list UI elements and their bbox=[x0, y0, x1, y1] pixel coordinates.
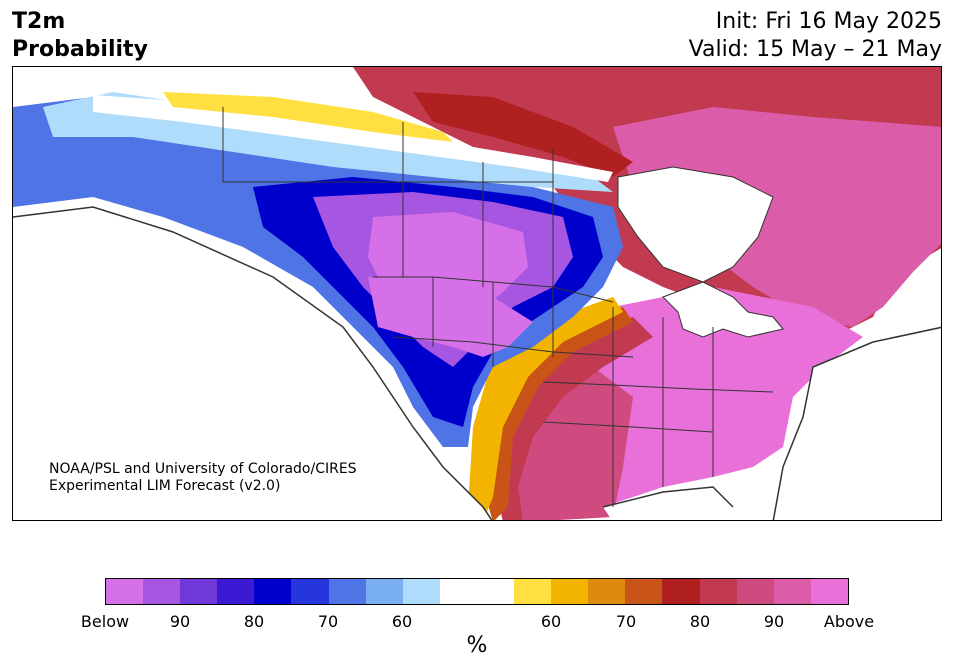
colorbar-label-above: Above bbox=[823, 612, 875, 631]
colorbar-swatch bbox=[625, 579, 663, 604]
great-lakes bbox=[662, 281, 784, 338]
probability-map bbox=[12, 66, 942, 521]
hudson-band bbox=[413, 92, 633, 177]
colorbar-label-below-60: 60 bbox=[391, 612, 413, 631]
map-title: T2m Probability bbox=[12, 8, 148, 64]
colorbar-swatch bbox=[291, 579, 329, 604]
colorbar-label-above-90: 90 bbox=[763, 612, 785, 631]
colorbar-label-above-70: 70 bbox=[615, 612, 637, 631]
colorbar-swatch bbox=[810, 579, 848, 604]
colorbar-label-below-70: 70 bbox=[317, 612, 339, 631]
title-quantity: Probability bbox=[12, 37, 148, 62]
colorbar-label-below-80: 80 bbox=[243, 612, 265, 631]
title-variable: T2m bbox=[12, 9, 66, 34]
colorbar-swatch bbox=[551, 579, 589, 604]
colorbar-swatch bbox=[773, 579, 811, 604]
colorbar bbox=[105, 578, 849, 605]
colorbar-swatch bbox=[514, 579, 552, 604]
colorbar-label-above-80: 80 bbox=[689, 612, 711, 631]
map-canvas bbox=[13, 67, 941, 520]
colorbar-swatch bbox=[476, 579, 515, 604]
atlantic-ocean bbox=[773, 327, 941, 520]
colorbar-unit: % bbox=[466, 633, 488, 658]
valid-range: Valid: 15 May – 21 May bbox=[688, 37, 942, 62]
credit-line-1: NOAA/PSL and University of Colorado/CIRE… bbox=[49, 461, 357, 477]
colorbar-swatch bbox=[365, 579, 403, 604]
colorbar-swatch bbox=[736, 579, 774, 604]
north-yellow bbox=[163, 92, 453, 142]
boundary-lines bbox=[222, 107, 774, 507]
colorbar-label-below: Below bbox=[80, 612, 130, 631]
colorbar-swatch bbox=[180, 579, 218, 604]
forecast-dates: Init: Fri 16 May 2025 Valid: 15 May – 21… bbox=[689, 8, 942, 64]
colorbar-swatch bbox=[699, 579, 737, 604]
colorbar-swatch bbox=[254, 579, 292, 604]
colorbar-swatch bbox=[328, 579, 366, 604]
colorbar-swatch bbox=[402, 579, 440, 604]
colorbar-swatch bbox=[439, 579, 477, 604]
colorbar-label-above-60: 60 bbox=[540, 612, 562, 631]
west-us-purple bbox=[368, 277, 533, 357]
canada-east-region bbox=[613, 107, 941, 327]
credit-text: NOAA/PSL and University of Colorado/CIRE… bbox=[49, 461, 357, 495]
coastline bbox=[13, 206, 941, 520]
colorbar-swatch bbox=[588, 579, 626, 604]
colorbar-swatch bbox=[217, 579, 255, 604]
colorbar-swatch bbox=[143, 579, 181, 604]
gulf-of-mexico bbox=[603, 487, 733, 520]
colorbar-swatch bbox=[662, 579, 700, 604]
colorbar-label-below-90: 90 bbox=[169, 612, 191, 631]
init-date: Init: Fri 16 May 2025 bbox=[715, 9, 942, 34]
credit-line-2: Experimental LIM Forecast (v2.0) bbox=[49, 478, 281, 494]
pacific-ocean bbox=[13, 207, 492, 520]
colorbar-swatch bbox=[106, 579, 144, 604]
hudson-bay bbox=[617, 166, 774, 283]
